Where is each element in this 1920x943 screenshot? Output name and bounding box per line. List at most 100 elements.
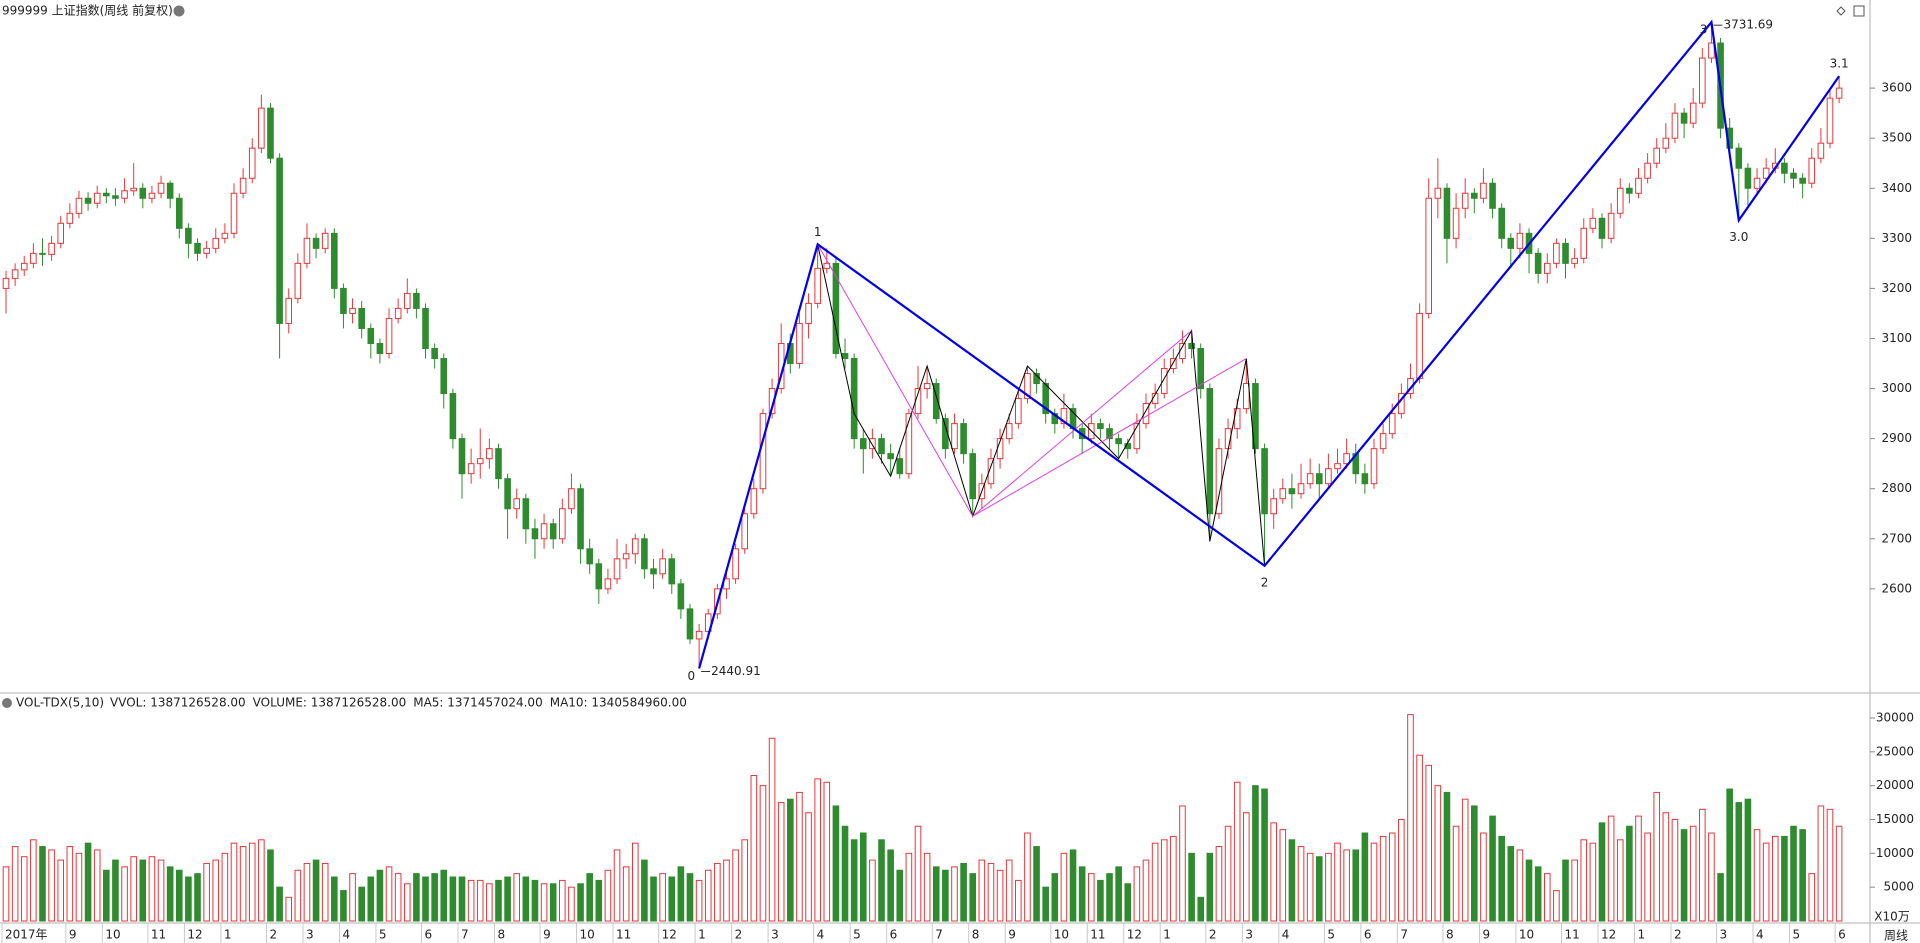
candle-body xyxy=(1461,192,1469,209)
toggle-icon[interactable] xyxy=(1853,5,1865,17)
volume-bar xyxy=(1188,852,1195,922)
candle-body xyxy=(1507,237,1515,249)
volume-bar xyxy=(1826,808,1834,922)
volume-bar xyxy=(559,879,566,922)
candle-body xyxy=(130,187,137,192)
volume-bar xyxy=(367,876,375,922)
candle-body xyxy=(203,247,210,254)
volume-bar xyxy=(1288,839,1296,922)
x-tick-label: 4 xyxy=(817,928,825,942)
x-tick-label: 12 xyxy=(1127,928,1142,942)
y-tick-label: 3100 xyxy=(1881,331,1912,345)
candle-body xyxy=(1325,468,1332,485)
candle-body xyxy=(1543,262,1551,274)
indicator-title: VOL-TDX(5,10) xyxy=(16,696,104,710)
x-tick-label: 5 xyxy=(1327,928,1335,942)
candle-body xyxy=(93,192,101,204)
volume-bar xyxy=(996,869,1004,922)
volume-bar xyxy=(1671,818,1679,922)
toggle-icon[interactable] xyxy=(1836,6,1846,16)
x-tick-label: 9 xyxy=(1008,928,1016,942)
candle-body xyxy=(1562,242,1569,264)
volume-bar xyxy=(969,873,977,922)
volume-bar xyxy=(476,879,484,922)
volume-bar xyxy=(285,896,293,922)
volume-bar xyxy=(1060,852,1068,922)
volume-bar xyxy=(1388,832,1396,922)
volume-bar xyxy=(951,866,958,922)
candle-body xyxy=(212,237,220,249)
candle-body xyxy=(577,488,584,550)
volume-bar xyxy=(148,856,156,922)
wave-value: 2440.91 xyxy=(711,664,761,678)
volume-bar xyxy=(1106,873,1113,922)
candle-body xyxy=(1534,252,1542,274)
volume-bar xyxy=(230,842,238,922)
volume-bar xyxy=(495,879,502,922)
volume-bar xyxy=(1087,873,1095,922)
volume-bar xyxy=(1452,825,1460,922)
volume-bar xyxy=(1808,873,1816,922)
candle-body xyxy=(1425,197,1433,314)
volume-bar xyxy=(1461,798,1469,922)
volume-bar xyxy=(586,873,593,922)
candle-body xyxy=(1270,498,1277,515)
volume-bar xyxy=(93,849,101,922)
menu-icon[interactable] xyxy=(2,698,12,708)
candle-body xyxy=(486,448,493,460)
candle-body xyxy=(522,498,530,530)
sub-wave-line xyxy=(972,358,1247,517)
candle-body xyxy=(413,292,420,309)
volume-bar xyxy=(595,879,603,922)
volume-bar xyxy=(1480,832,1487,922)
volume-bar xyxy=(759,785,767,922)
volume-bar xyxy=(467,879,475,922)
volume-bar xyxy=(1097,879,1104,922)
volume-bar xyxy=(1078,866,1086,922)
candle-body xyxy=(531,528,539,540)
candle-body xyxy=(951,423,958,450)
candle-body xyxy=(559,508,566,540)
wave-label: 3 xyxy=(1700,23,1708,37)
volume-bar xyxy=(1015,879,1022,922)
y-tick-label: 3600 xyxy=(1881,81,1912,95)
candle-body xyxy=(1434,187,1442,199)
volume-bar xyxy=(1708,832,1715,922)
candle-body xyxy=(376,342,384,355)
x-tick-label: 2017年 xyxy=(5,928,48,942)
volume-bar xyxy=(914,825,922,922)
candle-body xyxy=(1826,97,1834,144)
candle-body xyxy=(1480,182,1487,199)
candle-body xyxy=(1443,187,1451,239)
volume-bar xyxy=(486,883,493,922)
candle-body xyxy=(1689,102,1697,124)
volume-bar xyxy=(622,866,630,922)
candle-body xyxy=(1416,312,1423,380)
candle-body xyxy=(385,317,393,355)
candle-body xyxy=(1781,162,1788,174)
wave-label: 3.0 xyxy=(1729,230,1748,244)
volume-bar xyxy=(841,825,849,922)
volume-bar xyxy=(1689,825,1697,922)
candle-body xyxy=(1261,448,1268,515)
candle-body xyxy=(1297,483,1305,495)
volume-bar xyxy=(1361,832,1369,922)
volume-bar xyxy=(1498,835,1505,922)
volume-bar xyxy=(1744,798,1752,922)
volume-bar xyxy=(1735,802,1743,922)
y-tick-label: 2900 xyxy=(1881,431,1912,445)
candle-body xyxy=(495,448,502,480)
period-label: 周线 xyxy=(1884,929,1908,943)
volume-bar xyxy=(869,859,876,922)
candle-body xyxy=(1616,187,1624,214)
candle-body xyxy=(440,358,448,395)
candle-body xyxy=(431,347,438,360)
volume-bar xyxy=(1443,791,1451,922)
x-tick-label: 12 xyxy=(187,928,202,942)
volume-bar xyxy=(878,839,885,922)
menu-icon[interactable] xyxy=(173,5,185,17)
volume-bar xyxy=(1753,829,1761,922)
candle-body xyxy=(112,195,119,199)
